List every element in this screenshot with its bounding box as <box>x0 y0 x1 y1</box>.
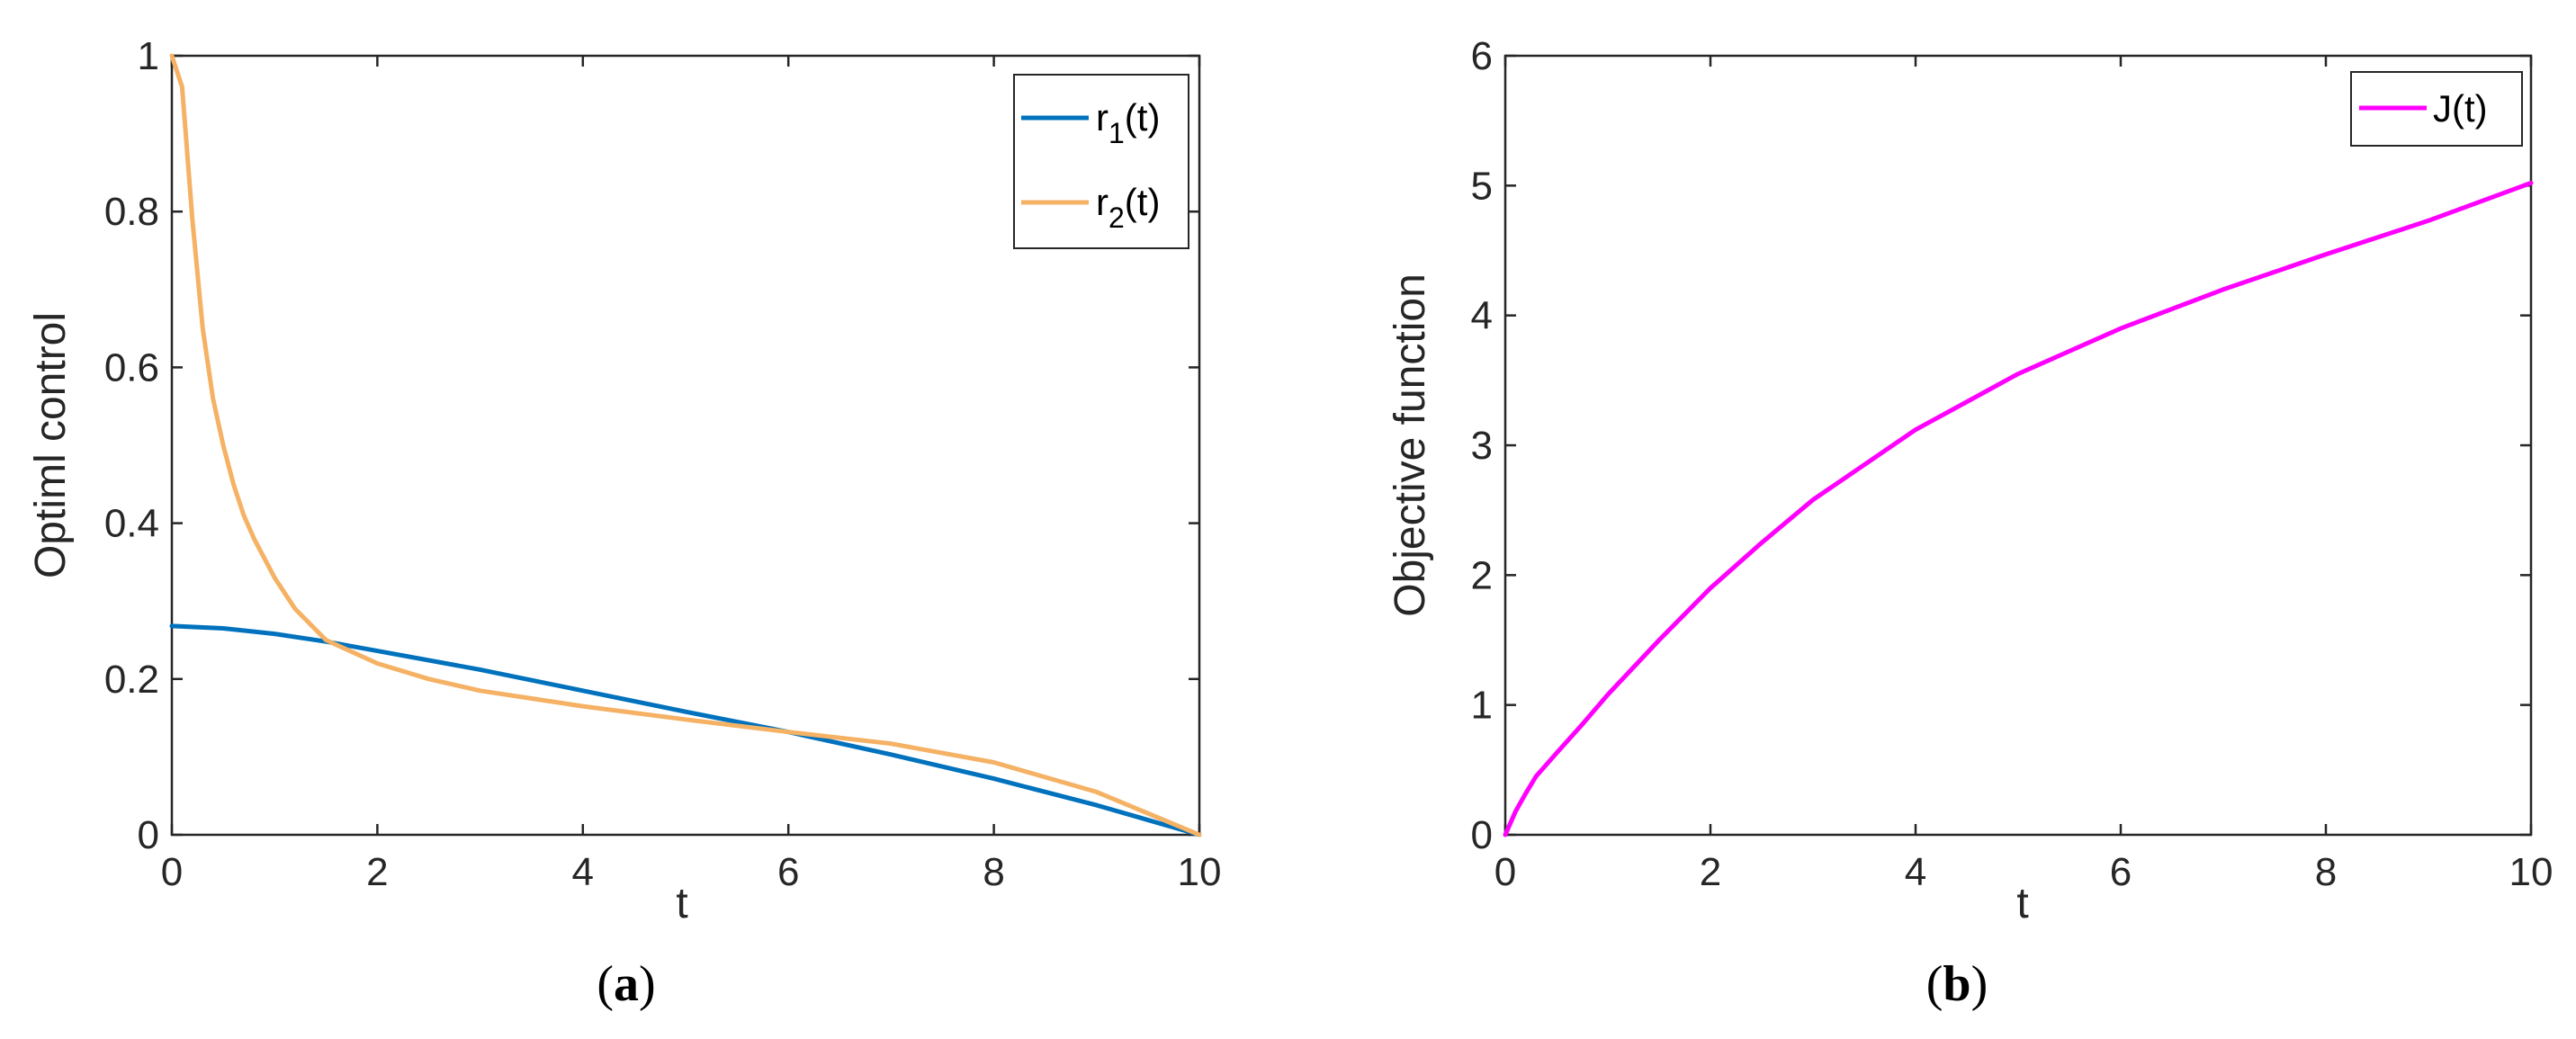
panel-label-b: (b) <box>1926 956 1988 1012</box>
legend-main-text: r <box>1096 96 1108 139</box>
y-tick-label: 3 <box>1471 424 1493 468</box>
x-axis-label-a: t <box>676 880 687 927</box>
plot-area-b <box>1503 54 2533 837</box>
x-tick-label: 10 <box>2509 850 2554 894</box>
x-tick-label: 2 <box>1700 850 1721 894</box>
x-tick-label: 8 <box>983 850 1004 894</box>
panel-label-letter: a <box>614 956 639 1012</box>
x-tick-label: 10 <box>1178 850 1222 894</box>
legend-label-j: J(t) <box>2433 87 2488 130</box>
series-line-r2t <box>169 53 1202 837</box>
y-tick-label: 0 <box>138 813 159 857</box>
legend-subscript: 1 <box>1108 117 1125 149</box>
y-ticks-a: 0 0.2 0.4 0.6 0.8 1 <box>104 34 1199 857</box>
x-tick-label: 0 <box>161 850 183 894</box>
series-b <box>1503 180 2534 837</box>
legend-a: r1(t) r2(t) <box>1013 74 1189 249</box>
panel-label-letter: b <box>1943 956 1970 1012</box>
y-tick-label: 2 <box>1471 553 1493 597</box>
panel-label-paren: ( <box>597 956 614 1012</box>
x-tick-label: 0 <box>1494 850 1516 894</box>
y-tick-label: 0.2 <box>104 658 159 702</box>
x-ticks-a: 0 2 4 6 8 10 <box>161 56 1222 894</box>
legend-main-text: r <box>1096 181 1108 223</box>
x-tick-label: 6 <box>2110 850 2132 894</box>
panel-label-paren: ) <box>639 956 656 1012</box>
panel-b: 0 2 4 6 8 10 0 1 2 3 4 5 6 t Objective function J(t… <box>1387 34 2553 1012</box>
y-tick-label: 0 <box>1471 813 1493 857</box>
y-tick-label: 1 <box>138 34 159 78</box>
y-axis-label-a: Optiml control <box>27 312 75 578</box>
y-tick-label: 1 <box>1471 684 1493 728</box>
x-tick-label: 4 <box>572 850 594 894</box>
panel-label-paren: ( <box>1926 956 1943 1012</box>
x-tick-label: 2 <box>366 850 388 894</box>
legend-tail-text: (t) <box>1125 96 1161 139</box>
legend-subscript: 2 <box>1108 202 1125 234</box>
y-tick-label: 6 <box>1471 34 1493 78</box>
x-ticks-b: 0 2 4 6 8 10 <box>1494 56 2554 894</box>
legend-b: J(t) <box>2350 71 2523 147</box>
series-line-jt <box>1503 180 2534 837</box>
legend-label-r1: r1(t) <box>1096 96 1160 149</box>
y-ticks-b: 0 1 2 3 4 5 6 <box>1471 34 2531 857</box>
y-tick-label: 0.4 <box>104 502 159 546</box>
x-tick-label: 4 <box>1905 850 1926 894</box>
legend-tail-text: (t) <box>1125 181 1161 223</box>
legend-label-r2: r2(t) <box>1096 181 1160 234</box>
legend-box-a <box>1013 74 1189 249</box>
y-tick-label: 0.6 <box>104 345 159 390</box>
y-tick-label: 5 <box>1471 164 1493 208</box>
x-tick-label: 6 <box>777 850 799 894</box>
legend-main-text: J(t) <box>2433 87 2488 130</box>
panel-label-paren: ) <box>1971 956 1988 1012</box>
y-tick-label: 0.8 <box>104 190 159 234</box>
x-tick-label: 8 <box>2315 850 2337 894</box>
y-tick-label: 4 <box>1471 294 1493 338</box>
x-axis-label-b: t <box>2016 880 2028 927</box>
panel-label-a: (a) <box>597 956 655 1012</box>
y-axis-label-b: Objective function <box>1387 273 1434 617</box>
panel-a: 0 2 4 6 8 10 00.20.40.60.81 t Optiml control … <box>27 34 1221 1012</box>
series-line-r1t <box>169 623 1202 837</box>
series-a <box>169 53 1202 837</box>
